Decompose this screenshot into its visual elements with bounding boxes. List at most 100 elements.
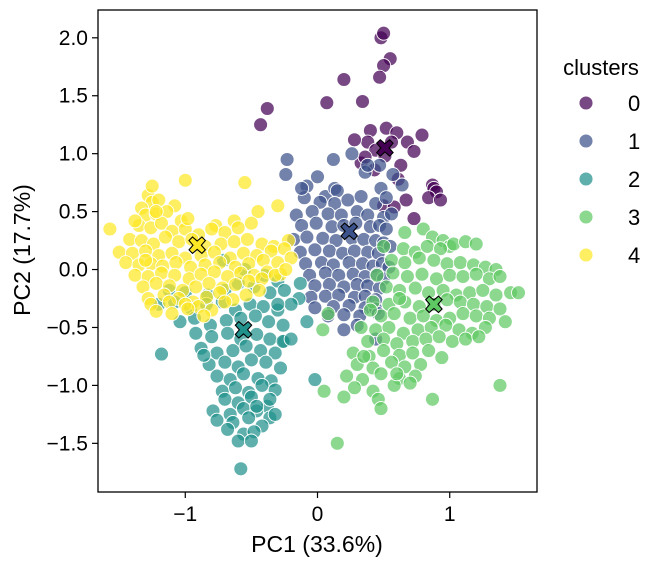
legend-label: 3 bbox=[628, 205, 640, 230]
data-point bbox=[336, 307, 352, 323]
y-tick-label: −1.0 bbox=[47, 374, 88, 397]
data-point bbox=[144, 178, 160, 194]
data-point bbox=[452, 255, 468, 271]
legend-label: 0 bbox=[628, 91, 640, 116]
data-point bbox=[488, 287, 504, 303]
data-point bbox=[431, 329, 447, 345]
data-point bbox=[258, 354, 274, 370]
data-point bbox=[148, 204, 164, 220]
data-point bbox=[253, 117, 269, 133]
data-point bbox=[307, 372, 323, 388]
series-cluster-3 bbox=[315, 221, 526, 451]
data-point bbox=[434, 350, 450, 366]
data-point bbox=[468, 308, 484, 324]
data-point bbox=[283, 331, 299, 347]
data-point bbox=[471, 329, 487, 345]
data-point bbox=[385, 265, 401, 281]
legend-item-0: 0 bbox=[578, 91, 640, 116]
data-point bbox=[347, 132, 362, 148]
data-point bbox=[138, 252, 154, 268]
data-point bbox=[217, 391, 233, 407]
x-axis-label: PC1 (33.6%) bbox=[251, 531, 383, 557]
data-point bbox=[455, 306, 471, 322]
data-point bbox=[249, 398, 265, 414]
centroid-marker-1 bbox=[340, 222, 359, 241]
data-point bbox=[373, 366, 389, 382]
legend-item-2: 2 bbox=[578, 167, 640, 192]
data-point bbox=[414, 266, 430, 282]
data-point bbox=[405, 345, 421, 361]
x-tick-label: −1 bbox=[173, 503, 197, 526]
data-point bbox=[228, 277, 243, 293]
data-point bbox=[262, 331, 278, 347]
data-point bbox=[251, 282, 267, 298]
data-point bbox=[209, 368, 225, 384]
data-point bbox=[344, 146, 360, 162]
data-point bbox=[220, 421, 236, 437]
data-point bbox=[320, 306, 336, 322]
data-point bbox=[148, 303, 164, 319]
data-point bbox=[497, 314, 513, 330]
data-point bbox=[442, 267, 458, 283]
data-point bbox=[399, 269, 415, 284]
data-point bbox=[250, 204, 266, 220]
data-point bbox=[259, 101, 275, 116]
data-point bbox=[455, 269, 471, 284]
data-point bbox=[267, 345, 283, 361]
data-point bbox=[310, 169, 325, 185]
data-point bbox=[308, 215, 324, 231]
data-point bbox=[164, 306, 180, 322]
data-point bbox=[492, 377, 508, 393]
data-point bbox=[394, 177, 410, 193]
legend-label: 2 bbox=[628, 167, 640, 192]
legend-marker bbox=[578, 171, 594, 187]
data-point bbox=[278, 262, 294, 277]
data-point bbox=[384, 252, 399, 268]
centroid-layer bbox=[188, 138, 443, 339]
y-tick-label: 2.0 bbox=[59, 27, 88, 50]
data-point bbox=[433, 192, 448, 208]
data-point bbox=[180, 211, 196, 227]
data-point bbox=[336, 72, 352, 87]
data-point bbox=[261, 314, 277, 330]
data-point bbox=[376, 238, 392, 254]
data-point bbox=[299, 229, 315, 245]
data-point bbox=[347, 380, 362, 396]
data-point bbox=[283, 296, 299, 312]
data-point bbox=[225, 343, 241, 359]
legend-marker bbox=[578, 247, 594, 263]
data-point bbox=[407, 280, 423, 296]
data-point bbox=[102, 221, 118, 237]
data-point bbox=[262, 391, 278, 407]
data-point bbox=[307, 242, 323, 258]
data-point bbox=[384, 206, 399, 222]
data-point bbox=[177, 172, 193, 188]
data-point bbox=[188, 325, 204, 341]
data-point bbox=[180, 301, 196, 317]
legend-item-1: 1 bbox=[578, 129, 640, 154]
data-point bbox=[228, 380, 243, 396]
data-point bbox=[433, 241, 448, 257]
data-point bbox=[196, 347, 212, 363]
legend-label: 4 bbox=[628, 243, 640, 268]
data-point bbox=[425, 391, 440, 407]
data-point bbox=[196, 308, 212, 324]
data-point bbox=[204, 329, 220, 345]
data-point bbox=[278, 167, 294, 182]
y-axis-ticks: −1.5 −1.0 −0.5 0.0 0.5 1.0 1.5 2.0 bbox=[47, 27, 98, 455]
data-point bbox=[339, 368, 355, 384]
x-tick-label: 0 bbox=[312, 503, 324, 526]
data-point bbox=[392, 291, 407, 306]
data-point bbox=[233, 461, 249, 477]
data-point bbox=[438, 317, 454, 333]
data-point bbox=[353, 320, 369, 335]
data-point bbox=[157, 229, 173, 245]
data-point bbox=[378, 279, 394, 295]
data-point bbox=[294, 180, 310, 196]
points-layer bbox=[102, 25, 526, 477]
legend-items: 0 1 2 3 4 bbox=[578, 91, 640, 268]
legend-marker bbox=[578, 133, 594, 149]
data-point bbox=[385, 167, 401, 182]
legend-item-3: 3 bbox=[578, 205, 640, 230]
